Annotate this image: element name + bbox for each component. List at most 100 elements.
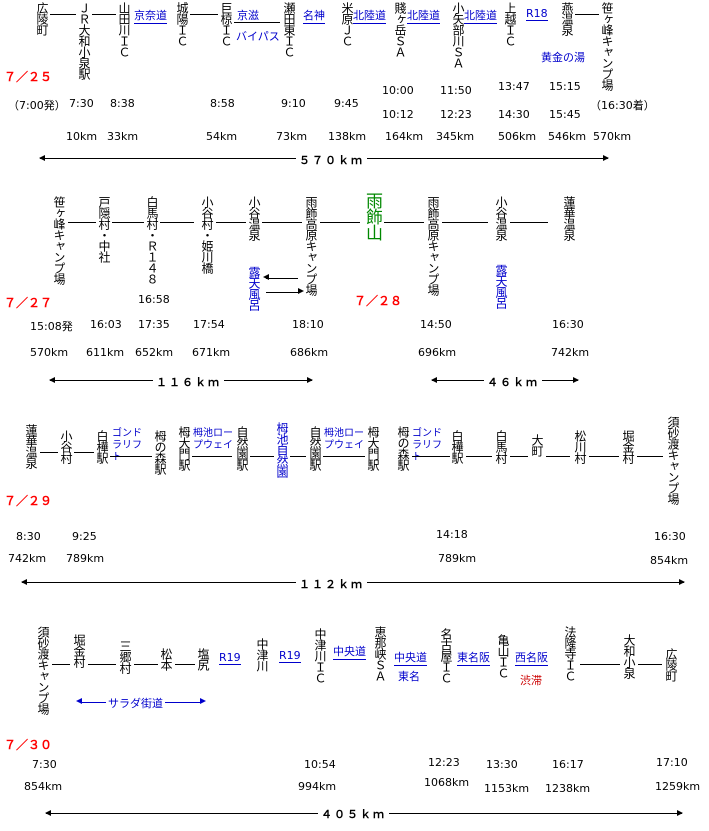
time: 15:45 <box>549 108 581 121</box>
road-label: 名神 <box>303 9 325 24</box>
arrow <box>266 278 298 279</box>
station: 小谷温泉 <box>247 196 261 240</box>
station: 米原ＪＣ <box>340 2 354 46</box>
total-distance: ４６ｋｍ <box>484 374 542 390</box>
road-label: 北陸道 <box>407 9 440 24</box>
distance: 652km <box>135 346 174 359</box>
time: 13:30 <box>486 758 518 771</box>
road-label: 北陸道 <box>464 9 497 24</box>
time: 16:30 <box>552 318 584 331</box>
distance: 742km <box>8 552 47 565</box>
station: 松本 <box>159 648 173 670</box>
station: 蓮華温泉 <box>24 424 38 468</box>
station: 自然園駅 <box>308 426 322 470</box>
station: 瀬田東ＩＣ <box>282 2 296 57</box>
time: 10:54 <box>304 758 336 771</box>
peak-label: 雨飾山 <box>362 192 382 240</box>
station: 蓮華温泉 <box>562 196 576 240</box>
station: 亀山ＩＣ <box>496 634 510 678</box>
distance: 1153km <box>484 782 530 795</box>
station: 法隆寺ＩＣ <box>563 626 577 681</box>
date: ７／２９ <box>4 494 53 508</box>
station: 白樺駅 <box>450 430 464 463</box>
road-label: ゴンドラリフト <box>112 428 142 463</box>
station: 名古屋ＩＣ <box>439 628 453 683</box>
station: 恵那峡ＳＡ <box>373 626 387 681</box>
total-distance: ５７０ｋｍ <box>296 152 367 168</box>
time: 12:23 <box>440 108 472 121</box>
road-label: 東名 <box>398 670 420 683</box>
total-distance: １１６ｋｍ <box>153 374 224 390</box>
station: 白樺駅 <box>95 430 109 463</box>
date: ７／２５ <box>4 70 53 84</box>
time: 16:30 <box>654 530 686 543</box>
station: 白馬村 <box>494 430 508 463</box>
distance: 345km <box>436 130 475 143</box>
station: 山田川ＩＣ <box>117 2 131 57</box>
station: 自然園駅 <box>235 426 249 470</box>
date: ７／２８ <box>354 294 403 308</box>
station: 塩尻 <box>196 648 210 670</box>
distance: 611km <box>86 346 125 359</box>
station: 小谷村・姫川橋 <box>200 196 214 273</box>
time: 17:35 <box>138 318 170 331</box>
time: 17:54 <box>193 318 225 331</box>
station: 小谷温泉 <box>494 196 508 240</box>
road-label: 中央道 <box>333 645 366 660</box>
station: 栂大門駅 <box>366 426 380 470</box>
distance: 854km <box>650 554 689 567</box>
station: 三郷村 <box>118 640 132 673</box>
station: 雨飾高原キャンプ場 <box>304 196 318 295</box>
time: 16:58 <box>138 293 170 306</box>
distance: 138km <box>328 130 367 143</box>
time: 8:38 <box>110 97 135 110</box>
time: 8:58 <box>210 97 235 110</box>
time: 15:08発 <box>30 320 73 333</box>
distance: 994km <box>298 780 337 793</box>
station: 須砂渡キャンプ場 <box>36 626 50 714</box>
distance: 1238km <box>545 782 591 795</box>
distance: 742km <box>551 346 590 359</box>
date: ７／２７ <box>4 296 53 310</box>
total-distance: １１２ｋｍ <box>296 576 367 592</box>
distance: 73km <box>276 130 308 143</box>
station: 堀金村 <box>72 634 86 667</box>
road-label: バイパス <box>236 30 280 43</box>
station: 須砂渡キャンプ場 <box>666 416 680 504</box>
road-label: 京奈道 <box>134 9 167 24</box>
distance: 570km <box>593 130 632 143</box>
time: 9:45 <box>334 97 359 110</box>
road-label: R18 <box>526 7 548 21</box>
station: 笹ヶ峰キャンプ場 <box>600 2 614 90</box>
road-label: 栂池ロープウェイ <box>193 428 233 451</box>
time: 7:30 <box>69 97 94 110</box>
station: 小谷村 <box>59 430 73 463</box>
road-label: ゴンドラリフト <box>412 428 442 463</box>
time: 8:30 <box>16 530 41 543</box>
time: 9:10 <box>281 97 306 110</box>
traffic-note: 渋滞 <box>520 674 542 687</box>
distance: 686km <box>290 346 329 359</box>
arrow <box>266 292 298 293</box>
road-label: 中央道 <box>394 651 427 666</box>
station: 大和小泉 <box>622 634 636 678</box>
time: 12:23 <box>428 756 460 769</box>
date: ７／３０ <box>4 738 53 752</box>
distance: 164km <box>385 130 424 143</box>
station: 城陽ＩＣ <box>175 2 189 46</box>
distance: 789km <box>66 552 105 565</box>
time: 16:03 <box>90 318 122 331</box>
station: 中津川ＩＣ <box>313 628 327 683</box>
distance: 671km <box>192 346 231 359</box>
station: 栂池自然園 <box>275 422 289 477</box>
time: 13:47 <box>498 80 530 93</box>
note: 露天風呂 <box>247 266 261 310</box>
note: 黄金の湯 <box>541 51 585 64</box>
distance: 570km <box>30 346 69 359</box>
road-label: 東名阪 <box>457 651 490 666</box>
distance: 546km <box>548 130 587 143</box>
road-label: 栂池ロープウェイ <box>324 428 364 451</box>
distance: 1259km <box>655 780 701 793</box>
station: 白馬村・Ｒ１４８ <box>145 196 159 284</box>
distance: 54km <box>206 130 238 143</box>
